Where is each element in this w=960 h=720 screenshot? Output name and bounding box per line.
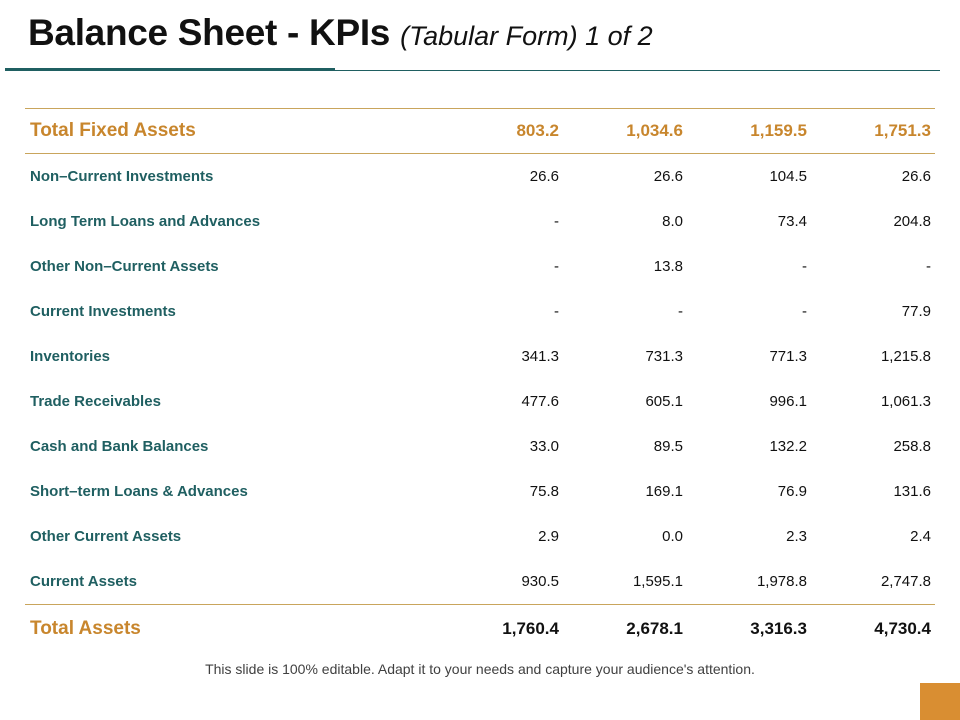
- cell-value: 803.2: [438, 108, 563, 154]
- cell-value: 3,316.3: [687, 604, 811, 653]
- row-label: Other Non–Current Assets: [30, 258, 219, 275]
- total-fixed-assets-row: Total Fixed Assets 803.2 1,034.6 1,159.5…: [25, 108, 935, 154]
- total-assets-row: Total Assets 1,760.4 2,678.1 3,316.3 4,7…: [25, 604, 935, 653]
- cell-value: 2.3: [786, 528, 807, 545]
- cell-value: 13.8: [653, 258, 683, 275]
- footer-note: This slide is 100% editable. Adapt it to…: [205, 661, 755, 677]
- cell-value: 605.1: [645, 393, 683, 410]
- cell-value: 731.3: [645, 348, 683, 365]
- row-label: Current Investments: [30, 303, 176, 320]
- cell-value: 73.4: [777, 213, 807, 230]
- slide-title: Balance Sheet - KPIs (Tabular Form) 1 of…: [28, 12, 653, 54]
- cell-value: 26.6: [529, 168, 559, 185]
- cell-value: -: [554, 213, 559, 230]
- row-label: Current Assets: [30, 573, 137, 590]
- table-row: Short–term Loans & Advances 75.8 169.1 7…: [25, 469, 935, 514]
- cell-value: 2.4: [910, 528, 931, 545]
- cell-value: 104.5: [769, 168, 807, 185]
- cell-value: 2,678.1: [563, 604, 687, 653]
- cell-value: 1,978.8: [756, 573, 807, 590]
- cell-value: 26.6: [901, 168, 931, 185]
- cell-value: 1,760.4: [438, 604, 563, 653]
- slide-title-main: Balance Sheet - KPIs: [28, 12, 391, 53]
- cell-value: 26.6: [653, 168, 683, 185]
- table-row: Other Non–Current Assets - 13.8 - -: [25, 244, 935, 289]
- balance-sheet-table: Total Fixed Assets 803.2 1,034.6 1,159.5…: [25, 108, 935, 653]
- row-label: Other Current Assets: [30, 528, 182, 545]
- cell-value: -: [926, 258, 931, 275]
- cell-value: 169.1: [645, 483, 683, 500]
- cell-value: 4,730.4: [811, 604, 935, 653]
- cell-value: 76.9: [777, 483, 807, 500]
- cell-value: 930.5: [521, 573, 559, 590]
- cell-value: -: [554, 258, 559, 275]
- cell-value: 1,215.8: [880, 348, 931, 365]
- cell-value: 2.9: [538, 528, 559, 545]
- cell-value: -: [678, 303, 683, 320]
- cell-value: 204.8: [893, 213, 931, 230]
- table-row: Trade Receivables 477.6 605.1 996.1 1,06…: [25, 379, 935, 424]
- cell-value: 33.0: [529, 438, 559, 455]
- cell-value: -: [802, 258, 807, 275]
- table-row: Long Term Loans and Advances - 8.0 73.4 …: [25, 199, 935, 244]
- cell-value: 1,034.6: [563, 108, 687, 154]
- cell-value: 1,159.5: [687, 108, 811, 154]
- cell-value: 1,751.3: [811, 108, 935, 154]
- cell-value: 2,747.8: [880, 573, 931, 590]
- cell-value: 131.6: [893, 483, 931, 500]
- table-row: Other Current Assets 2.9 0.0 2.3 2.4: [25, 514, 935, 559]
- title-underline-accent: [5, 68, 335, 71]
- row-label: Total Fixed Assets: [25, 108, 438, 154]
- row-label: Short–term Loans & Advances: [30, 483, 248, 500]
- cell-value: 75.8: [529, 483, 559, 500]
- cell-value: -: [554, 303, 559, 320]
- table-row: Inventories 341.3 731.3 771.3 1,215.8: [25, 334, 935, 379]
- row-label: Cash and Bank Balances: [30, 438, 209, 455]
- cell-value: 996.1: [769, 393, 807, 410]
- cell-value: -: [802, 303, 807, 320]
- table-row: Cash and Bank Balances 33.0 89.5 132.2 2…: [25, 424, 935, 469]
- corner-accent-square: [920, 683, 960, 720]
- row-label: Long Term Loans and Advances: [30, 213, 261, 230]
- row-label: Trade Receivables: [30, 393, 161, 410]
- cell-value: 0.0: [662, 528, 683, 545]
- cell-value: 77.9: [901, 303, 931, 320]
- row-label: Non–Current Investments: [30, 168, 214, 185]
- cell-value: 1,061.3: [880, 393, 931, 410]
- table-row: Non–Current Investments 26.6 26.6 104.5 …: [25, 154, 935, 200]
- row-label: Inventories: [30, 348, 111, 365]
- cell-value: 1,595.1: [632, 573, 683, 590]
- table-row: Current Assets 930.5 1,595.1 1,978.8 2,7…: [25, 559, 935, 605]
- row-label: Total Assets: [25, 604, 438, 653]
- cell-value: 8.0: [662, 213, 683, 230]
- cell-value: 132.2: [769, 438, 807, 455]
- title-underline: [335, 70, 940, 71]
- cell-value: 771.3: [769, 348, 807, 365]
- cell-value: 477.6: [521, 393, 559, 410]
- table-row: Current Investments - - - 77.9: [25, 289, 935, 334]
- cell-value: 89.5: [653, 438, 683, 455]
- cell-value: 341.3: [521, 348, 559, 365]
- slide-title-sub: (Tabular Form) 1 of 2: [400, 21, 653, 51]
- cell-value: 258.8: [893, 438, 931, 455]
